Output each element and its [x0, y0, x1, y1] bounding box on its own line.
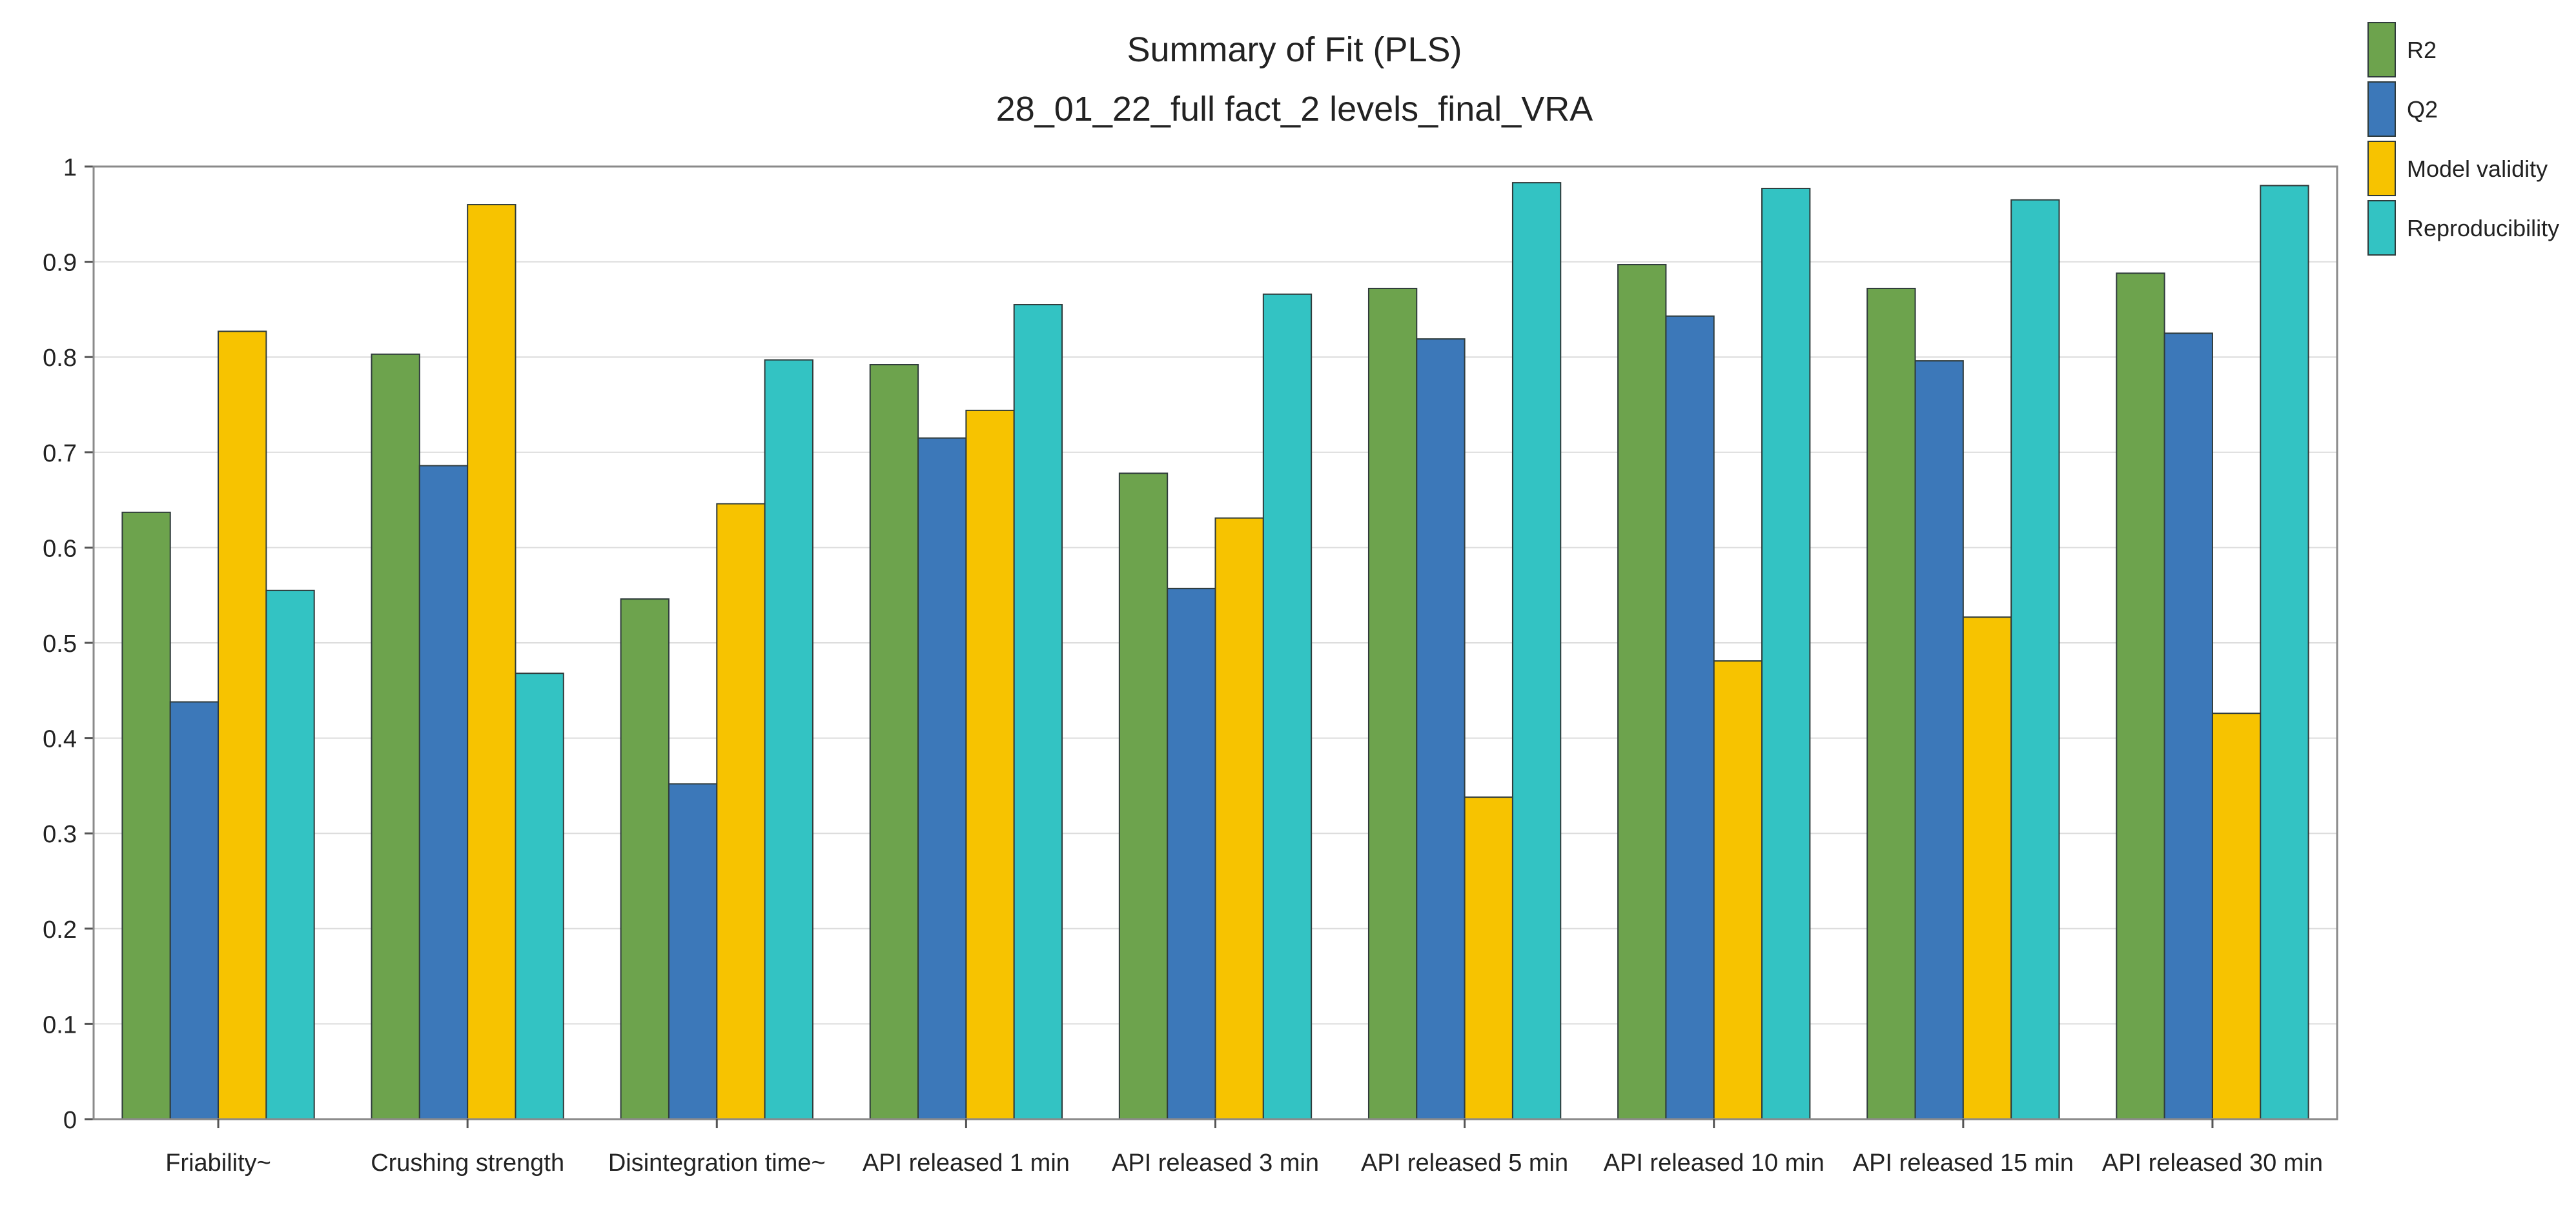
bar-r2: [1367, 287, 1418, 1120]
bar-r2: [121, 511, 171, 1120]
bar-q2: [917, 437, 967, 1120]
y-tick-label: 0.1: [43, 1011, 77, 1038]
y-tick-label: 0.8: [43, 345, 77, 372]
bar-model-validity: [716, 503, 766, 1120]
legend-swatch: [2367, 22, 2396, 77]
bar-r2: [869, 364, 919, 1120]
x-tick-label: API released 10 min: [1604, 1149, 1825, 1177]
bar-model-validity: [1214, 517, 1264, 1120]
bar-model-validity: [1713, 660, 1763, 1120]
x-tick-label: Crushing strength: [371, 1149, 564, 1177]
bar-q2: [2163, 332, 2213, 1120]
legend: R2 Q2 Model validity Reproducibility: [2367, 22, 2559, 256]
x-tick-label: Friability~: [165, 1149, 271, 1177]
bar-q2: [169, 701, 220, 1120]
bar-reproducibility: [1761, 187, 1811, 1120]
bar-q2: [668, 783, 718, 1120]
bar-reproducibility: [265, 589, 315, 1120]
bar-q2: [1665, 315, 1715, 1120]
bar-r2: [2116, 272, 2165, 1120]
bar-r2: [371, 353, 420, 1120]
y-tick-label: 0: [63, 1107, 77, 1134]
bar-reproducibility: [2260, 185, 2309, 1120]
bar-reproducibility: [1262, 293, 1313, 1120]
bars: [121, 182, 2309, 1120]
bar-model-validity: [467, 204, 516, 1120]
bar-model-validity: [2211, 713, 2262, 1120]
legend-swatch: [2367, 200, 2396, 256]
chart-subtitle: 28_01_22_full fact_2 levels_final_VRA: [996, 90, 1593, 128]
y-tick-label: 0.6: [43, 535, 77, 562]
x-tick-label: API released 5 min: [1361, 1149, 1568, 1177]
bar-r2: [1617, 264, 1667, 1120]
y-tick-label: 1: [63, 154, 77, 181]
x-tick-label: Disintegration time~: [608, 1149, 826, 1177]
bar-q2: [1416, 338, 1466, 1120]
bar-q2: [1167, 587, 1216, 1120]
legend-label: R2: [2407, 37, 2437, 63]
bar-reproducibility: [764, 359, 813, 1120]
bar-r2: [1118, 472, 1169, 1120]
x-tick-label: API released 3 min: [1112, 1149, 1319, 1177]
bar-q2: [418, 465, 469, 1120]
legend-label: Reproducibility: [2407, 215, 2559, 241]
bar-model-validity: [1962, 616, 2012, 1120]
y-tick-label: 0.9: [43, 250, 77, 277]
y-tick-label: 0.3: [43, 821, 77, 848]
legend-swatch: [2367, 81, 2396, 137]
bar-q2: [1914, 360, 1964, 1120]
chart-title: Summary of Fit (PLS): [1127, 30, 1462, 69]
y-tick-label: 0.2: [43, 916, 77, 944]
legend-label: Q2: [2407, 96, 2438, 123]
bar-reproducibility: [2010, 199, 2060, 1120]
y-tick-label: 0.4: [43, 726, 77, 753]
legend-label: Model validity: [2407, 156, 2548, 182]
bar-r2: [620, 598, 670, 1120]
bar-r2: [1866, 287, 1916, 1120]
x-tick-label: API released 15 min: [1853, 1149, 2074, 1177]
bar-model-validity: [218, 330, 267, 1120]
bar-reproducibility: [515, 673, 564, 1120]
bar-reproducibility: [1511, 182, 1562, 1120]
x-tick-label: API released 1 min: [863, 1149, 1070, 1177]
y-tick-label: 0.7: [43, 440, 77, 467]
bar-model-validity: [965, 409, 1015, 1120]
x-tick-label: API released 30 min: [2102, 1149, 2323, 1177]
y-tick-label: 0.5: [43, 631, 77, 658]
legend-swatch: [2367, 141, 2396, 196]
bar-reproducibility: [1013, 304, 1063, 1120]
bar-model-validity: [1464, 796, 1513, 1120]
axes: 0 0.1 0.2 0.3 0.4 0.5 0.6 0.7 0.8 0.9 1 Friability~…: [43, 154, 2338, 1177]
